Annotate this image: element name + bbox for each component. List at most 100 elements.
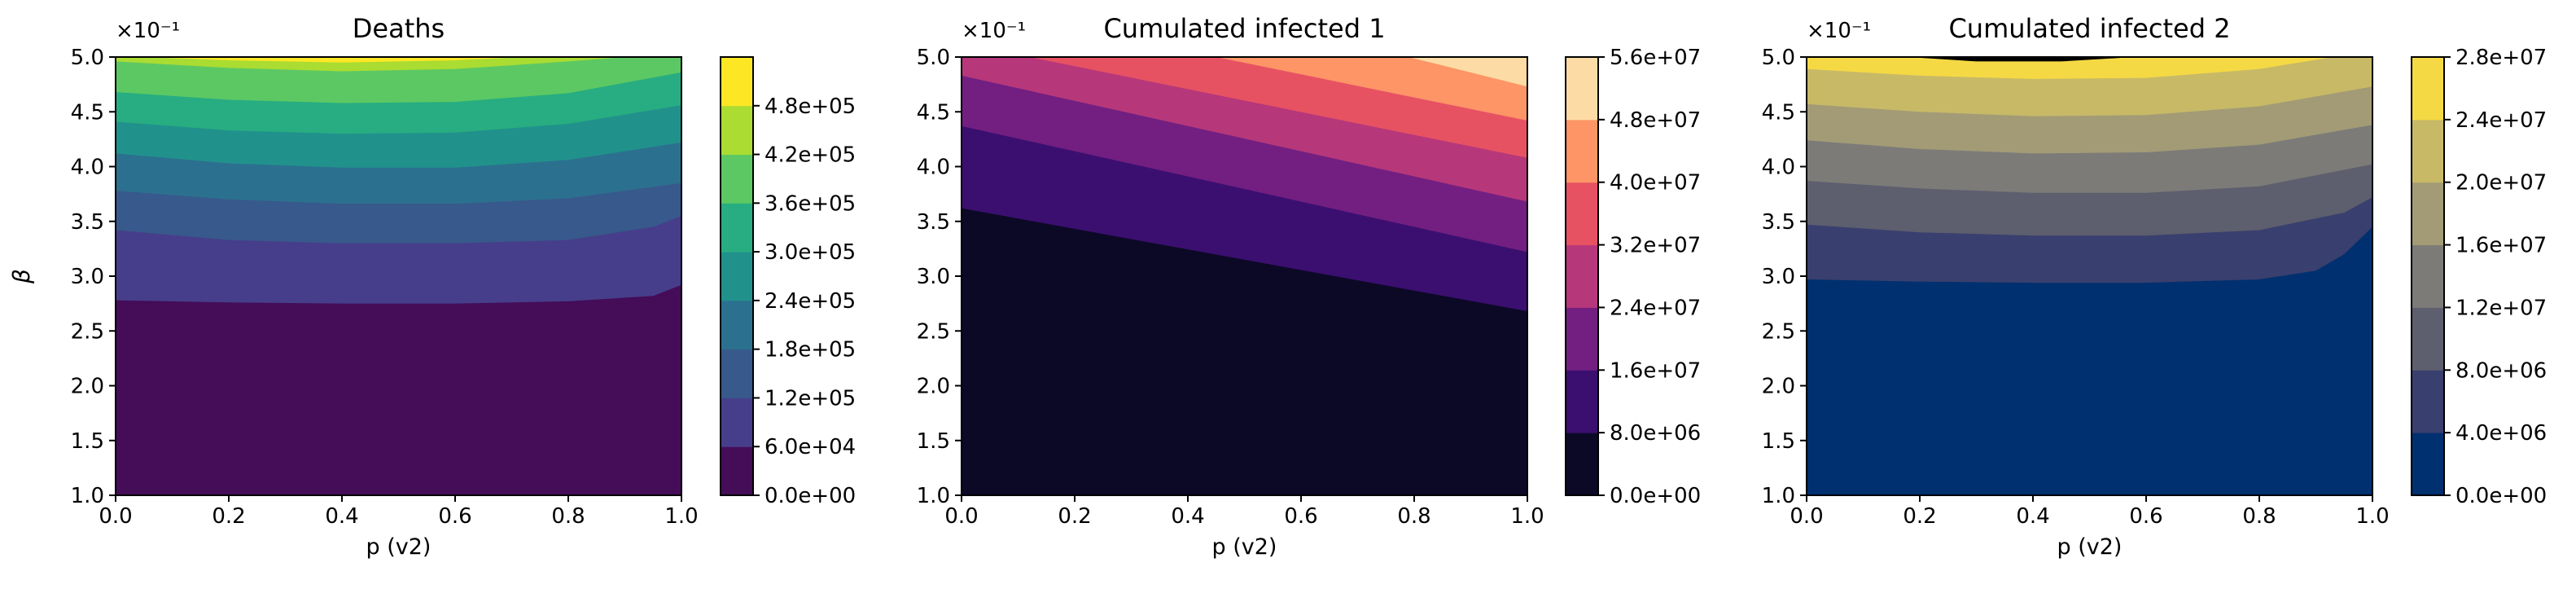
- colorbar-tick-label: 0.0e+00: [1610, 484, 1701, 508]
- x-tick-label: 1.0: [2355, 504, 2389, 529]
- contour-band-7: [1807, 57, 2333, 79]
- y-tick-label: 2.5: [1762, 319, 1795, 344]
- y-tick-label: 2.5: [917, 319, 950, 344]
- colorbar-frame: [2411, 56, 2445, 496]
- colorbar-segment: [721, 203, 753, 253]
- colorbar-segment: [721, 398, 753, 447]
- x-tick-label: 0.2: [1058, 504, 1091, 529]
- colorbar-segment: [2412, 244, 2444, 308]
- colorbar-segment: [2412, 370, 2444, 433]
- colorbar-segment: [2412, 119, 2444, 183]
- colorbar-segment: [721, 154, 753, 204]
- contour-band-8: [116, 57, 625, 72]
- x-tick-label: 0.2: [1903, 504, 1936, 529]
- contour-band-8: [1908, 57, 2136, 62]
- x-tick-label: 0.4: [2016, 504, 2049, 529]
- colorbar-segment: [2412, 57, 2444, 121]
- y-tick-label: 1.5: [917, 429, 950, 454]
- colorbar-tick-label: 5.6e+07: [1610, 46, 1701, 70]
- colorbar-tick-label: 1.8e+05: [764, 338, 856, 363]
- y-tick-label: 4.0: [71, 156, 104, 180]
- x-tick-label: 0.4: [325, 504, 358, 529]
- colorbar-tick-label: 4.0e+06: [2456, 421, 2547, 446]
- colorbar-tick-label: 0.0e+00: [2456, 484, 2547, 508]
- x-tick-label: 1.0: [664, 504, 698, 529]
- chart-title: Deaths: [353, 13, 445, 44]
- x-tick-label: 0.6: [2129, 504, 2162, 529]
- chart-panel-3: 0.0 0.2 0.4 0.6 0.8 1.0 1.0 1.5 2.0 2.5 3.0 3.5 4.0 4…: [1762, 13, 2548, 560]
- y-tick-label: 2.0: [917, 375, 950, 399]
- x-axis-label: p (v2): [2057, 534, 2123, 560]
- colorbar-tick-label: 2.4e+05: [764, 289, 856, 314]
- colorbar-tick-label: 8.0e+06: [1610, 421, 1701, 446]
- contour-band-7: [1408, 57, 1527, 87]
- colorbar-tick-label: 1.6e+07: [1610, 358, 1701, 383]
- colorbar-segment: [1566, 244, 1598, 308]
- contour-band-6: [1216, 57, 1527, 121]
- y-tick-label: 4.5: [917, 100, 950, 125]
- y-axis-label: β: [8, 269, 35, 284]
- y-tick-label: 1.0: [71, 484, 104, 508]
- x-tick-label: 0.0: [1790, 504, 1823, 529]
- y-tick-label: 3.0: [1762, 265, 1795, 289]
- x-axis-label: p (v2): [1212, 534, 1277, 560]
- x-tick-label: 0.0: [99, 504, 132, 529]
- colorbar-tick-label: 6.0e+04: [764, 435, 856, 459]
- y-tick-label: 4.5: [1762, 100, 1795, 125]
- colorbar-segment: [2412, 182, 2444, 246]
- plot-area: [1807, 57, 2372, 495]
- y-tick-label: 2.0: [1762, 375, 1795, 399]
- colorbar-segment: [1566, 119, 1598, 183]
- y-multiplier: ×10⁻¹: [1807, 19, 1871, 43]
- colorbar-segment: [1566, 57, 1598, 121]
- y-tick-label: 3.0: [71, 265, 104, 289]
- x-tick-label: 0.8: [1397, 504, 1430, 529]
- colorbar-segment: [1566, 307, 1598, 371]
- contour-band-9: [143, 57, 524, 63]
- y-tick-label: 3.5: [71, 210, 104, 235]
- y-tick-label: 3.5: [917, 210, 950, 235]
- colorbar-tick-label: 4.2e+05: [764, 143, 856, 168]
- colorbar-tick-label: 2.8e+07: [2456, 46, 2547, 70]
- colorbar-segment: [721, 446, 753, 496]
- colorbar-segment: [1566, 370, 1598, 433]
- colorbar-tick-label: 8.0e+06: [2456, 358, 2547, 383]
- chart-title: Cumulated infected 2: [1948, 13, 2230, 44]
- x-tick-label: 0.8: [2242, 504, 2276, 529]
- y-tick-label: 4.0: [917, 156, 950, 180]
- y-tick-label: 3.5: [1762, 210, 1795, 235]
- colorbar-segment: [721, 349, 753, 398]
- x-tick-label: 0.4: [1171, 504, 1204, 529]
- chart-title: Cumulated infected 1: [1103, 13, 1385, 44]
- chart-panel-2: 0.0 0.2 0.4 0.6 0.8 1.0 1.0 1.5 2.0 2.5 3.0 3.5 4.0 4…: [917, 13, 1702, 560]
- colorbar-segment: [721, 105, 753, 156]
- colorbar-segment: [1566, 182, 1598, 246]
- y-tick-label: 1.5: [71, 429, 104, 454]
- x-tick-label: 0.6: [1284, 504, 1317, 529]
- y-multiplier: ×10⁻¹: [962, 19, 1026, 43]
- y-tick-label: 2.0: [71, 375, 104, 399]
- colorbar-segment: [1566, 433, 1598, 496]
- colorbar-tick-label: 4.8e+07: [1610, 108, 1701, 133]
- y-tick-label: 5.0: [71, 46, 104, 70]
- colorbar-segment: [721, 57, 753, 107]
- colorbar-segment: [2412, 307, 2444, 371]
- y-tick-label: 5.0: [1762, 46, 1795, 70]
- x-tick-label: 0.8: [551, 504, 585, 529]
- y-tick-label: 3.0: [917, 265, 950, 289]
- colorbar-tick-label: 2.4e+07: [2456, 108, 2547, 133]
- colorbar-tick-label: 3.2e+07: [1610, 234, 1701, 258]
- colorbar-frame: [720, 56, 754, 496]
- y-tick-label: 4.0: [1762, 156, 1795, 180]
- y-tick-label: 1.0: [1762, 484, 1795, 508]
- colorbar-tick-label: 4.8e+05: [764, 94, 856, 119]
- colorbar-tick-label: 3.6e+05: [764, 191, 856, 216]
- colorbar-segment: [721, 252, 753, 301]
- y-tick-label: 2.5: [71, 319, 104, 344]
- plot-area: [116, 57, 681, 495]
- colorbar-tick-label: 2.4e+07: [1610, 296, 1701, 320]
- colorbar-frame: [1565, 56, 1599, 496]
- y-multiplier: ×10⁻¹: [116, 19, 180, 43]
